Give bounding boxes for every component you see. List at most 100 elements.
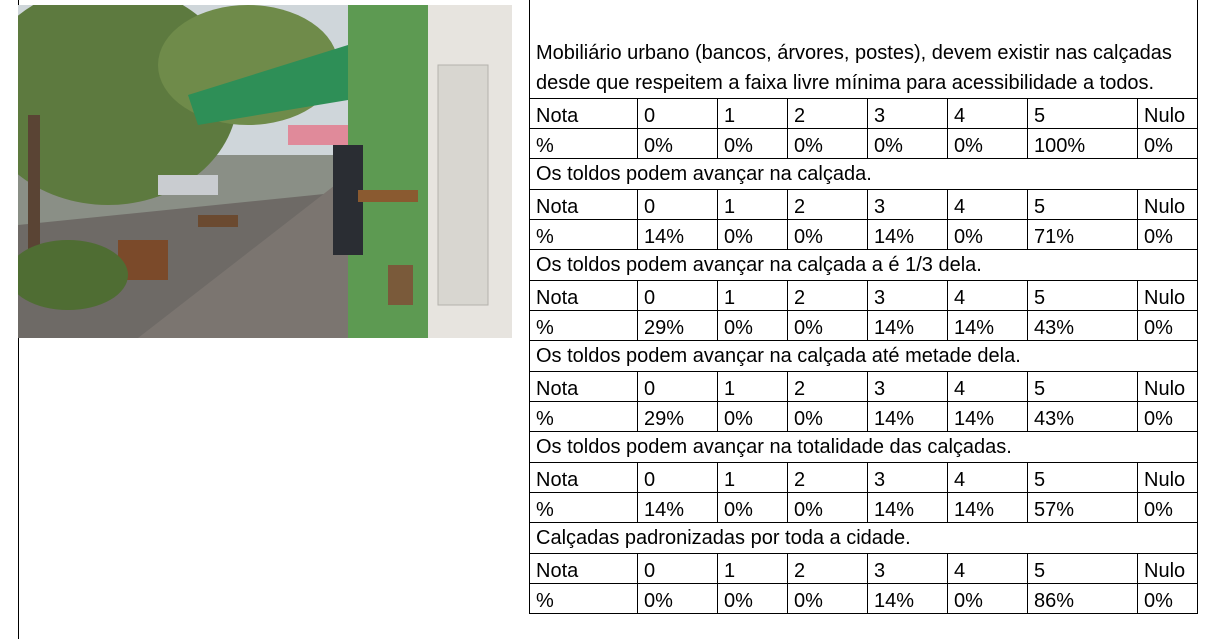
question-row: Mobiliário urbano (bancos, árvores, post…: [530, 0, 1198, 99]
grade-cell: Nota: [530, 281, 638, 311]
percent-row: %14%0%0%14%14%57%0%: [530, 493, 1198, 523]
grade-cell: 1: [718, 372, 788, 402]
grade-cell: 4: [948, 190, 1028, 220]
question: Os toldos podem avançar na totalidade da…: [530, 432, 1198, 463]
percent-cell: %: [530, 493, 638, 523]
grade-cell: 3: [868, 281, 948, 311]
grade-cell: 1: [718, 554, 788, 584]
street-photo: [18, 5, 512, 338]
grade-cell: 0: [638, 281, 718, 311]
percent-cell: 0%: [868, 129, 948, 159]
page: Mobiliário urbano (bancos, árvores, post…: [0, 0, 1211, 639]
percent-cell: 14%: [638, 493, 718, 523]
percent-cell: 0%: [948, 129, 1028, 159]
percent-cell: 0%: [1138, 493, 1198, 523]
grade-cell: 5: [1028, 99, 1138, 129]
percent-cell: 71%: [1028, 220, 1138, 250]
percent-cell: 0%: [788, 402, 868, 432]
percent-cell: 0%: [1138, 311, 1198, 341]
percent-cell: 14%: [868, 220, 948, 250]
grade-cell: 5: [1028, 463, 1138, 493]
percent-cell: 0%: [638, 584, 718, 614]
question-row: Os toldos podem avançar na calçada a é 1…: [530, 250, 1198, 281]
percent-cell: 0%: [718, 493, 788, 523]
grade-cell: 3: [868, 190, 948, 220]
question-row: Os toldos podem avançar na calçada até m…: [530, 341, 1198, 372]
grade-cell: Nulo: [1138, 190, 1198, 220]
grade-cell: 0: [638, 463, 718, 493]
percent-cell: 0%: [718, 584, 788, 614]
percent-cell: 86%: [1028, 584, 1138, 614]
percent-cell: 0%: [948, 584, 1028, 614]
percent-cell: 0%: [1138, 220, 1198, 250]
grade-cell: 2: [788, 99, 868, 129]
percent-cell: %: [530, 402, 638, 432]
grade-cell: Nulo: [1138, 99, 1198, 129]
grade-cell: 0: [638, 190, 718, 220]
percent-cell: %: [530, 311, 638, 341]
grade-cell: Nota: [530, 99, 638, 129]
grade-cell: 3: [868, 554, 948, 584]
percent-row: %29%0%0%14%14%43%0%: [530, 402, 1198, 432]
percent-cell: %: [530, 129, 638, 159]
grade-cell: 3: [868, 99, 948, 129]
percent-cell: 0%: [638, 129, 718, 159]
grade-cell: Nota: [530, 372, 638, 402]
question: Os toldos podem avançar na calçada.: [530, 159, 1198, 190]
grade-cell: Nulo: [1138, 554, 1198, 584]
grade-cell: Nulo: [1138, 372, 1198, 402]
grade-cell: 4: [948, 281, 1028, 311]
grade-cell: Nulo: [1138, 281, 1198, 311]
grade-cell: 4: [948, 554, 1028, 584]
grade-cell: 5: [1028, 190, 1138, 220]
percent-cell: 29%: [638, 402, 718, 432]
grade-cell: 2: [788, 554, 868, 584]
percent-cell: 0%: [1138, 402, 1198, 432]
percent-cell: 0%: [1138, 584, 1198, 614]
grade-cell: 0: [638, 99, 718, 129]
question-row: Calçadas padronizadas por toda a cidade.: [530, 523, 1198, 554]
grade-cell: 5: [1028, 281, 1138, 311]
grade-cell: Nota: [530, 554, 638, 584]
question: Calçadas padronizadas por toda a cidade.: [530, 523, 1198, 554]
percent-cell: 43%: [1028, 311, 1138, 341]
percent-row: %0%0%0%14%0%86%0%: [530, 584, 1198, 614]
percent-cell: 0%: [718, 402, 788, 432]
grade-cell: 3: [868, 463, 948, 493]
percent-cell: 57%: [1028, 493, 1138, 523]
grade-cell: 3: [868, 372, 948, 402]
grade-cell: Nota: [530, 463, 638, 493]
grade-cell: 1: [718, 99, 788, 129]
percent-cell: 14%: [868, 493, 948, 523]
grade-cell: 4: [948, 99, 1028, 129]
grade-cell: 0: [638, 372, 718, 402]
percent-row: %14%0%0%14%0%71%0%: [530, 220, 1198, 250]
percent-cell: 14%: [868, 584, 948, 614]
percent-cell: 14%: [948, 493, 1028, 523]
percent-cell: 14%: [948, 311, 1028, 341]
percent-cell: 43%: [1028, 402, 1138, 432]
grade-cell: 5: [1028, 372, 1138, 402]
percent-cell: 14%: [948, 402, 1028, 432]
question-row: Os toldos podem avançar na calçada.: [530, 159, 1198, 190]
grade-cell: 1: [718, 281, 788, 311]
percent-cell: 14%: [868, 402, 948, 432]
grade-cell: 4: [948, 372, 1028, 402]
percent-cell: 0%: [788, 493, 868, 523]
grade-cell: Nota: [530, 190, 638, 220]
survey-table: Mobiliário urbano (bancos, árvores, post…: [529, 0, 1198, 614]
grade-cell: 2: [788, 463, 868, 493]
percent-cell: 0%: [948, 220, 1028, 250]
grade-cell: 4: [948, 463, 1028, 493]
percent-cell: 0%: [788, 584, 868, 614]
question: Os toldos podem avançar na calçada até m…: [530, 341, 1198, 372]
percent-cell: %: [530, 584, 638, 614]
percent-row: %0%0%0%0%0%100%0%: [530, 129, 1198, 159]
percent-cell: %: [530, 220, 638, 250]
question: Os toldos podem avançar na calçada a é 1…: [530, 250, 1198, 281]
